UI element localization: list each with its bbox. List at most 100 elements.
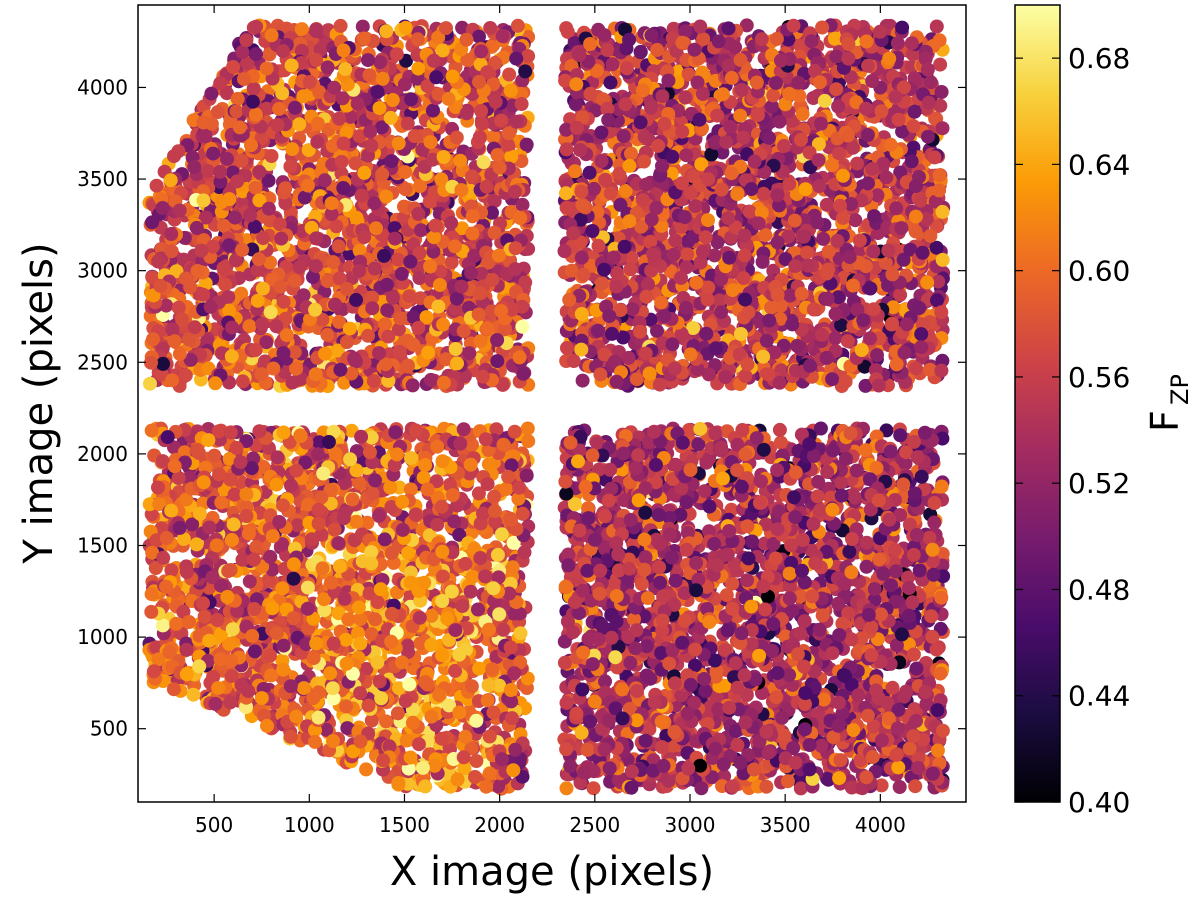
scatter-point [414, 223, 428, 238]
scatter-point [187, 160, 202, 174]
scatter-point [462, 346, 477, 361]
scatter-point [386, 290, 400, 305]
scatter-point [756, 349, 771, 364]
scatter-point [806, 302, 821, 317]
scatter-point [383, 110, 398, 125]
scatter-point [220, 151, 234, 166]
scatter-point [638, 346, 653, 361]
scatter-point [369, 221, 383, 236]
scatter-point [874, 104, 889, 119]
scatter-point [772, 375, 787, 390]
scatter-point [213, 76, 228, 91]
scatter-point [393, 311, 408, 326]
scatter-point [687, 42, 702, 57]
scatter-point [151, 254, 166, 269]
scatter-point [754, 32, 769, 47]
scatter-point [275, 86, 290, 101]
scatter-point [606, 250, 621, 265]
scatter-point [308, 367, 323, 382]
scatter-point [859, 34, 874, 49]
scatter-point [617, 239, 632, 254]
scatter-point [490, 354, 505, 369]
scatter-point [357, 230, 372, 245]
scatter-point [349, 292, 363, 307]
scatter-point [741, 305, 756, 320]
scatter-point [459, 32, 474, 47]
scatter-point [370, 84, 385, 99]
scatter-point [491, 248, 506, 263]
scatter-point [655, 158, 669, 173]
scatter-point [394, 266, 409, 281]
scatter-point [187, 320, 202, 335]
scatter-point [661, 73, 676, 88]
scatter-point [897, 345, 912, 360]
scatter-point [296, 89, 311, 104]
scatter-point [317, 173, 332, 188]
scatter-point [695, 245, 710, 259]
scatter-point [665, 337, 680, 352]
scatter-point [885, 267, 900, 282]
scatter-point [557, 244, 572, 259]
scatter-point [904, 154, 919, 169]
scatter-point [400, 116, 415, 131]
scatter-point [235, 374, 250, 389]
scatter-point [445, 69, 460, 84]
scatter-point [846, 278, 860, 293]
scatter-point [861, 58, 875, 73]
scatter-point [859, 101, 873, 116]
scatter-point [441, 91, 456, 106]
scatter-point [889, 201, 904, 216]
scatter-point [583, 86, 598, 101]
scatter-point [860, 128, 875, 142]
scatter-point [250, 293, 265, 308]
scatter-point [454, 279, 469, 294]
scatter-point [454, 183, 469, 198]
scatter-point [507, 184, 522, 199]
scatter-point [456, 324, 471, 339]
scatter-point [566, 354, 581, 369]
scatter-point [666, 247, 681, 262]
scatter-point [398, 182, 413, 197]
scatter-point [605, 57, 620, 72]
scatter-point [932, 168, 947, 183]
scatter-point [829, 82, 844, 97]
scatter-point [216, 261, 231, 276]
scatter-point [515, 319, 530, 334]
scatter-point [287, 273, 302, 288]
scatter-point [513, 211, 528, 225]
scatter-point [475, 369, 490, 384]
scatter-point [866, 302, 881, 317]
scatter-point [476, 155, 491, 170]
scatter-point [718, 370, 733, 385]
scatter-point [474, 104, 489, 118]
scatter-point [633, 324, 647, 339]
scatter-point [255, 317, 270, 332]
scatter-point [410, 32, 425, 47]
scatter-point [328, 297, 342, 312]
scatter-points [142, 18, 951, 796]
scatter-point [412, 271, 427, 285]
scatter-point [234, 153, 249, 168]
scatter-point [833, 198, 847, 213]
scatter-point [485, 272, 500, 287]
scatter-point [372, 346, 386, 361]
scatter-point [920, 62, 935, 77]
scatter-point [889, 357, 904, 372]
scatter-point [163, 173, 178, 188]
scatter-point [365, 301, 380, 316]
scatter-point [724, 166, 739, 181]
scatter-point [756, 186, 771, 201]
scatter-point [352, 263, 367, 278]
scatter-point [471, 307, 486, 322]
scatter-point [755, 254, 770, 269]
scatter-point [261, 201, 276, 216]
scatter-point [243, 208, 257, 223]
scatter-point [816, 231, 831, 246]
scatter-point [423, 135, 438, 150]
scatter-point [790, 338, 805, 353]
scatter-point [472, 130, 487, 145]
scatter-point [448, 342, 463, 356]
scatter-point [699, 326, 714, 341]
scatter-point [276, 346, 291, 361]
scatter-point [226, 60, 241, 74]
